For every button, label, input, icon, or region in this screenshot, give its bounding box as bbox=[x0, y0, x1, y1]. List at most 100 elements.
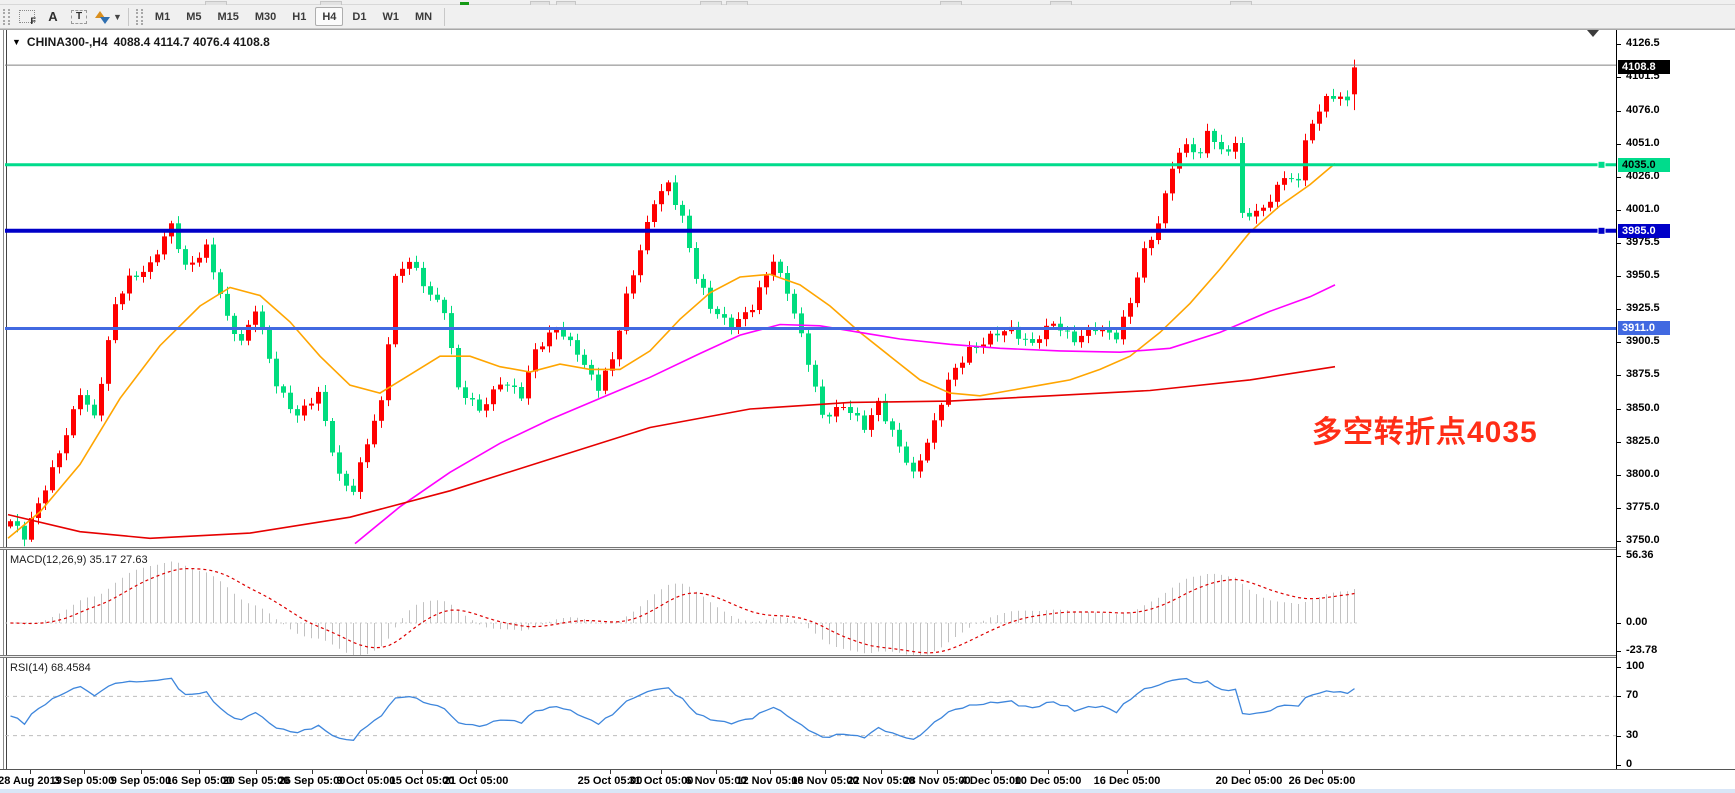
price-tick-label: 3750.0 bbox=[1626, 534, 1660, 546]
time-tick bbox=[825, 770, 826, 774]
price-tick-label: 3900.5 bbox=[1626, 335, 1660, 347]
candle-body bbox=[211, 244, 216, 273]
price-tick bbox=[1617, 276, 1621, 277]
candle-body bbox=[1016, 326, 1021, 339]
panel-separator[interactable] bbox=[0, 547, 1735, 550]
fibonacci-tool-button[interactable]: F bbox=[15, 7, 39, 27]
candle-body bbox=[1254, 210, 1259, 217]
candle-body bbox=[1352, 67, 1357, 95]
candle-body bbox=[603, 370, 608, 391]
price-tick-label: 3950.5 bbox=[1626, 269, 1660, 281]
candle-body bbox=[554, 329, 559, 333]
time-tick-label: 9 Sep 05:00 bbox=[110, 775, 172, 787]
candle-body bbox=[1233, 143, 1238, 152]
candle-body bbox=[1212, 130, 1217, 142]
candle-body bbox=[281, 386, 286, 393]
candles-layer bbox=[8, 59, 1357, 547]
price-tick-label: 4001.0 bbox=[1626, 203, 1660, 215]
candle-body bbox=[1163, 193, 1168, 224]
timeframe-button-mn[interactable]: MN bbox=[414, 10, 433, 23]
chart-annotation-text[interactable]: 多空转折点4035 bbox=[1312, 416, 1538, 449]
rsi-tick bbox=[1617, 736, 1621, 737]
line-drag-handle[interactable] bbox=[1597, 160, 1606, 169]
ma-red-line bbox=[7, 365, 1336, 540]
text-label-icon: T bbox=[71, 9, 87, 24]
candle-body bbox=[722, 314, 727, 318]
clipped-active-button bbox=[460, 2, 469, 5]
price-tick bbox=[1617, 541, 1621, 542]
candle-body bbox=[323, 391, 328, 421]
candle-body bbox=[365, 444, 370, 463]
time-tick-label: 12 Nov 05:00 bbox=[736, 775, 804, 787]
candle-body bbox=[519, 387, 524, 399]
rsi-panel-canvas[interactable] bbox=[0, 658, 1616, 769]
candle-body bbox=[890, 421, 895, 430]
candle-body bbox=[1268, 201, 1273, 208]
price-axis[interactable]: 4126.5 4101.5 4076.0 4051.0 4026.0 4001.0 3975… bbox=[1616, 30, 1735, 770]
price-tick bbox=[1617, 144, 1621, 145]
candle-body bbox=[330, 421, 335, 453]
rsi-tick bbox=[1617, 765, 1621, 766]
candle-body bbox=[1324, 96, 1329, 112]
toolbar-grip[interactable] bbox=[135, 8, 143, 25]
candle-body bbox=[400, 268, 405, 276]
toolbar-separator bbox=[444, 7, 446, 26]
time-tick bbox=[84, 770, 85, 774]
clipped-button bbox=[205, 1, 227, 5]
candle-body bbox=[477, 399, 482, 411]
macd-histogram bbox=[17, 561, 1355, 655]
time-tick bbox=[991, 770, 992, 774]
time-tick bbox=[256, 770, 257, 774]
macd-panel-canvas[interactable] bbox=[0, 550, 1616, 655]
candle-body bbox=[785, 273, 790, 294]
candle-body bbox=[92, 404, 97, 416]
candle-body bbox=[1149, 239, 1154, 249]
candle-body bbox=[736, 319, 741, 330]
macd-tick bbox=[1617, 556, 1621, 557]
fibonacci-icon: F bbox=[19, 10, 36, 26]
arrows-tool-button[interactable]: ▼ bbox=[93, 7, 123, 27]
time-tick-label: 21 Oct 05:00 bbox=[443, 775, 509, 787]
candle-body bbox=[246, 324, 251, 341]
price-tick-label: 3775.0 bbox=[1626, 501, 1660, 513]
candle-body bbox=[561, 329, 566, 337]
candle-body bbox=[232, 315, 237, 334]
time-tick-label: 28 Nov 05:00 bbox=[903, 775, 971, 787]
price-chart-canvas[interactable] bbox=[0, 30, 1616, 547]
candle-body bbox=[855, 413, 860, 416]
timeframe-button-m15[interactable]: M15 bbox=[217, 10, 239, 23]
candle-body bbox=[925, 442, 930, 461]
price-tick-label: 3800.0 bbox=[1626, 468, 1660, 480]
price-tick-label: 3825.0 bbox=[1626, 435, 1660, 447]
timeframe-button-m30[interactable]: M30 bbox=[254, 10, 277, 23]
timeframe-button-w1[interactable]: W1 bbox=[382, 10, 399, 23]
time-axis[interactable]: 28 Aug 2019 3 Sep 05:00 9 Sep 05:00 16 Sep … bbox=[0, 769, 1735, 789]
line-drag-handle[interactable] bbox=[1597, 226, 1606, 235]
timeframe-button-h1[interactable]: H1 bbox=[292, 10, 307, 23]
time-tick-label: 15 Oct 05:00 bbox=[389, 775, 455, 787]
candle-body bbox=[729, 317, 734, 330]
timeframe-button-m1[interactable]: M1 bbox=[154, 10, 171, 23]
candle-body bbox=[659, 191, 664, 205]
dropdown-caret-icon[interactable]: ▼ bbox=[113, 11, 122, 22]
candle-body bbox=[1261, 207, 1266, 211]
time-tick bbox=[476, 770, 477, 774]
timeframe-button-d1[interactable]: D1 bbox=[352, 10, 367, 23]
time-tick bbox=[610, 770, 611, 774]
chart-ohlc-values: 4088.4 4114.7 4076.4 4108.8 bbox=[113, 35, 270, 49]
toolbar-grip[interactable] bbox=[3, 8, 10, 25]
candle-body bbox=[1107, 327, 1112, 333]
text-label-tool-button[interactable]: T bbox=[67, 7, 91, 27]
chart-shift-marker[interactable] bbox=[1587, 30, 1599, 37]
chevron-down-icon[interactable]: ▼ bbox=[12, 37, 21, 47]
candle-body bbox=[813, 364, 818, 387]
time-tick bbox=[141, 770, 142, 774]
price-tag: 3985.0 bbox=[1618, 224, 1670, 238]
price-tick bbox=[1617, 177, 1621, 178]
time-tick-label: 26 Dec 05:00 bbox=[1288, 775, 1356, 787]
timeframe-button-m5[interactable]: M5 bbox=[186, 10, 202, 23]
timeframe-button-h4[interactable]: H4 bbox=[315, 7, 344, 26]
panel-separator[interactable] bbox=[0, 655, 1735, 658]
text-tool-button[interactable]: A bbox=[41, 7, 65, 27]
candle-body bbox=[183, 249, 188, 265]
